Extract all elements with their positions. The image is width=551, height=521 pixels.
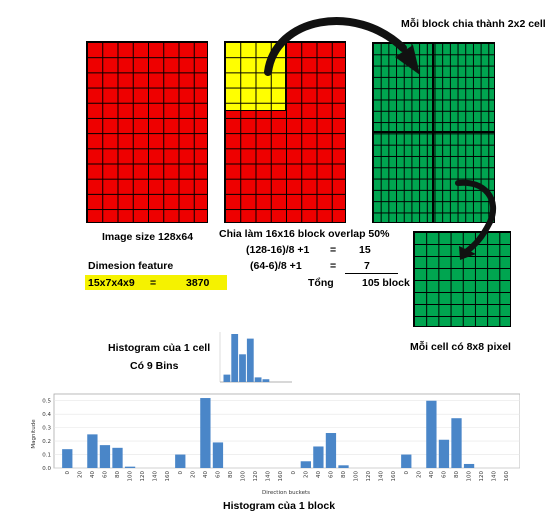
equals-2: =: [330, 260, 337, 272]
cell-desc-label: Mỗi cell có 8x8 pixel: [410, 341, 511, 353]
bar: [426, 400, 437, 468]
x-tick-label: 120: [479, 471, 485, 482]
equals-1: =: [330, 244, 337, 256]
bar: [254, 377, 262, 382]
bar: [175, 454, 186, 468]
bar: [300, 461, 311, 468]
y-tick-label: 0.3: [42, 426, 51, 432]
x-tick-label: 140: [153, 471, 159, 482]
green-block-divider-h: [372, 131, 495, 133]
dimension-title: Dimesion feature: [88, 260, 174, 272]
bar: [112, 447, 123, 468]
block-histogram: Magnitude Direction buckets 0.0 0.1 0.2 0.3…: [31, 393, 520, 496]
plot-frame: [53, 393, 520, 469]
x-tick-label: 20: [416, 471, 422, 478]
x-tick-label: 40: [90, 471, 96, 478]
x-tick-label: 20: [303, 471, 309, 478]
dimension-highlight: [85, 275, 227, 290]
curved-arrow-icon: [455, 179, 497, 255]
bar: [124, 466, 136, 468]
bar: [338, 465, 349, 468]
y-tick-label: 0.0: [42, 466, 51, 472]
x-tick-label: 100: [128, 471, 134, 482]
x-tick-label: 120: [140, 471, 146, 482]
bar: [99, 445, 111, 468]
bar: [212, 442, 224, 468]
bar: [246, 338, 254, 382]
x-tick-label: 60: [215, 471, 221, 478]
bar: [325, 433, 337, 468]
image-grid-red: [86, 41, 208, 223]
x-axis-label: Direction buckets: [262, 490, 310, 496]
bar: [231, 334, 239, 382]
x-tick-label: 100: [354, 471, 360, 482]
formula-1: (128-16)/8 +1: [246, 244, 310, 256]
sum-underline: [345, 273, 398, 274]
curved-arrow-icon: [264, 17, 407, 76]
x-tick-label: 0: [178, 471, 184, 475]
dimension-formula: 15x7x4x9: [88, 277, 135, 289]
cell-histogram: [219, 332, 292, 383]
x-tick-label: 40: [316, 471, 322, 478]
dimension-equals: =: [150, 277, 157, 289]
x-tick-label: 20: [77, 471, 83, 478]
arrowhead-icon: [459, 246, 476, 260]
y-axis-label: Magnitude: [31, 419, 37, 449]
x-tick-label: 0: [291, 471, 297, 475]
formula-2: (64-6)/8 +1: [250, 260, 302, 272]
result-1: 15: [359, 244, 371, 256]
x-tick-label: 20: [190, 471, 196, 478]
total-value: 105 block: [362, 277, 410, 289]
x-tick-label: 40: [203, 471, 209, 478]
bar: [62, 449, 73, 468]
x-tick-label: 100: [467, 471, 473, 482]
bar: [401, 454, 412, 468]
hist-block-label: Histogram của 1 block: [223, 500, 336, 512]
x-tick-label: 60: [328, 471, 334, 478]
total-label: Tổng: [308, 277, 334, 289]
x-tick-label: 160: [504, 471, 510, 482]
x-tick-label: 0: [404, 471, 410, 475]
dimension-value: 3870: [186, 277, 210, 289]
x-tick-label: 60: [441, 471, 447, 478]
x-tick-label: 0: [65, 471, 71, 475]
bar: [262, 379, 270, 382]
bar: [438, 439, 450, 468]
x-tick-label: 140: [379, 471, 385, 482]
y-tick-label: 0.1: [42, 453, 51, 459]
bar: [87, 434, 98, 468]
x-tick-label: 80: [341, 471, 347, 478]
x-tick-label: 160: [165, 471, 171, 482]
bar: [313, 446, 324, 468]
bar: [239, 354, 246, 382]
split-2x2-label: Mỗi block chia thành 2x2 cell: [401, 18, 546, 30]
x-tick-label: 120: [366, 471, 372, 482]
y-tick-label: 0.5: [42, 399, 51, 405]
bar: [463, 463, 475, 468]
result-2: 7: [364, 260, 370, 272]
x-tick-label: 100: [241, 471, 247, 482]
y-tick-label: 0.4: [42, 412, 51, 418]
bar: [451, 418, 462, 468]
split-blocks-label: Chia làm 16x16 block overlap 50%: [219, 228, 390, 240]
x-tick-label: 80: [228, 471, 234, 478]
y-tick-label: 0.2: [42, 439, 51, 445]
image-size-label: Image size 128x64: [102, 231, 194, 243]
x-tick-label: 80: [454, 471, 460, 478]
hist-cell-label: Histogram của 1 cell: [108, 342, 211, 354]
x-tick-label: 40: [429, 471, 435, 478]
arrowhead-icon: [395, 45, 420, 75]
x-tick-label: 120: [253, 471, 259, 482]
bar: [223, 374, 231, 382]
x-tick-label: 60: [102, 471, 108, 478]
hist-cell-bins: Có 9 Bins: [130, 360, 179, 372]
yellow-block: [225, 42, 286, 111]
bar: [200, 398, 211, 468]
x-tick-label: 140: [266, 471, 272, 482]
x-tick-label: 160: [278, 471, 284, 482]
x-tick-label: 140: [492, 471, 498, 482]
x-tick-label: 80: [115, 471, 121, 478]
x-tick-label: 160: [391, 471, 397, 482]
